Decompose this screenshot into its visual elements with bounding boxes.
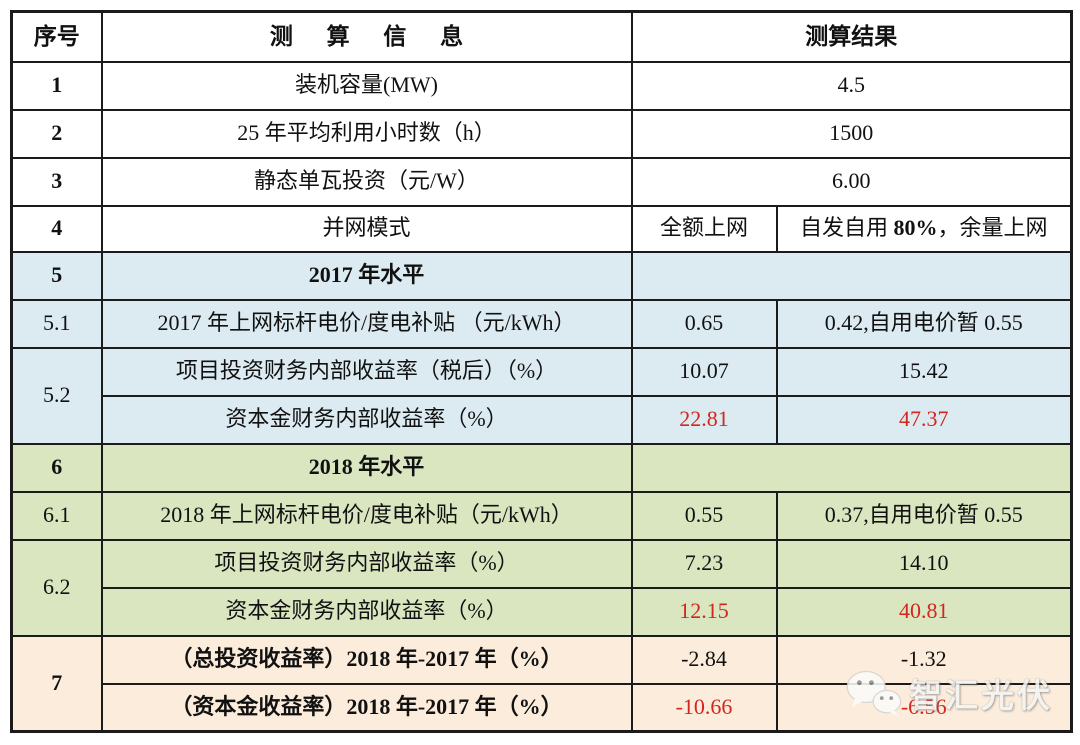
row-5-2a-result-selfuse: 15.42	[775, 346, 1073, 397]
row-6-2b-result-selfuse: 40.81	[775, 586, 1073, 637]
row-5-serial: 5	[10, 250, 103, 301]
calculation-table: 序号 测 算 信 息 测算结果 1 装机容量(MW) 4.5 2 25 年平均利…	[10, 10, 1073, 733]
table-row-5-2b: 资本金财务内部收益率（%） 22.81 47.37	[12, 394, 1073, 445]
row-3-result: 6.00	[630, 156, 1073, 207]
row-7b-result-selfuse: -6.56	[775, 682, 1073, 733]
row-5-1-label: 2017 年上网标杆电价/度电补贴 （元/kWh）	[100, 298, 633, 349]
row-1-result: 4.5	[630, 60, 1073, 111]
row-3-serial: 3	[10, 156, 103, 207]
row-4-serial: 4	[10, 204, 103, 253]
row-6-2a-result-fullgrid: 7.23	[630, 538, 778, 589]
row-5-2b-result-fullgrid: 22.81	[630, 394, 778, 445]
table-header-row: 序号 测 算 信 息 测算结果	[10, 10, 1073, 63]
row-6-2b-result-fullgrid: 12.15	[630, 586, 778, 637]
header-result: 测算结果	[630, 10, 1073, 63]
table-row-7a: 7 （总投资收益率）2018 年-2017 年（%） -2.84 -1.32	[10, 634, 1073, 733]
table-row-6-group-header: 6 2018 年水平	[10, 442, 1073, 493]
row-2-result: 1500	[630, 108, 1073, 159]
row-7a-label: （总投资收益率）2018 年-2017 年（%）	[100, 634, 633, 685]
row-6-label: 2018 年水平	[100, 442, 633, 493]
row-5-1-result-fullgrid: 0.65	[630, 298, 778, 349]
row-5-2b-label: 资本金财务内部收益率（%）	[100, 394, 633, 445]
row-6-2b-label: 资本金财务内部收益率（%）	[100, 586, 633, 637]
table-row-6-2b: 资本金财务内部收益率（%） 12.15 40.81	[12, 586, 1073, 637]
table-row-3: 3 静态单瓦投资（元/W） 6.00	[10, 156, 1073, 207]
row-4-selfuse-suffix: ，余量上网	[937, 215, 1048, 241]
row-6-result-empty	[630, 442, 1073, 493]
row-4-label: 并网模式	[100, 204, 633, 253]
row-4-selfuse-percent: 80%	[893, 215, 938, 241]
row-7b-label: （资本金收益率）2018 年-2017 年（%）	[100, 682, 633, 733]
row-6-2a-label: 项目投资财务内部收益率（%）	[100, 538, 633, 589]
row-3-label: 静态单瓦投资（元/W）	[100, 156, 633, 207]
table-row-5-2a: 5.2 项目投资财务内部收益率（税后）（%） 10.07 15.42	[10, 346, 1073, 445]
header-info: 测 算 信 息	[100, 10, 633, 63]
row-6-1-serial: 6.1	[10, 490, 103, 541]
table-row-2: 2 25 年平均利用小时数（h） 1500	[10, 108, 1073, 159]
table-row-6-1: 6.1 2018 年上网标杆电价/度电补贴（元/kWh） 0.55 0.37,自…	[10, 490, 1073, 541]
row-5-result-empty	[630, 250, 1073, 301]
row-4-result-fullgrid: 全额上网	[630, 204, 778, 253]
table-row-1: 1 装机容量(MW) 4.5	[10, 60, 1073, 111]
row-4-result-selfuse: 自发自用 80%，余量上网	[775, 204, 1073, 253]
row-5-2-serial: 5.2	[10, 346, 103, 445]
row-5-1-result-selfuse: 0.42,自用电价暂 0.55	[775, 298, 1073, 349]
row-7-serial: 7	[10, 634, 103, 733]
table-row-4: 4 并网模式 全额上网 自发自用 80%，余量上网	[10, 204, 1073, 253]
row-1-label: 装机容量(MW)	[100, 60, 633, 111]
table-row-5-group-header: 5 2017 年水平	[10, 250, 1073, 301]
row-6-2a-result-selfuse: 14.10	[775, 538, 1073, 589]
row-7a-result-fullgrid: -2.84	[630, 634, 778, 685]
row-4-selfuse-prefix: 自发自用	[799, 215, 894, 241]
row-6-serial: 6	[10, 442, 103, 493]
table-row-7b: （资本金收益率）2018 年-2017 年（%） -10.66 -6.56	[12, 682, 1073, 733]
row-5-label: 2017 年水平	[100, 250, 633, 301]
row-6-1-result-fullgrid: 0.55	[630, 490, 778, 541]
row-5-1-serial: 5.1	[10, 298, 103, 349]
row-2-serial: 2	[10, 108, 103, 159]
table-row-6-2a: 6.2 项目投资财务内部收益率（%） 7.23 14.10	[10, 538, 1073, 637]
row-6-1-result-selfuse: 0.37,自用电价暂 0.55	[775, 490, 1073, 541]
row-2-label: 25 年平均利用小时数（h）	[100, 108, 633, 159]
row-5-2b-result-selfuse: 47.37	[775, 394, 1073, 445]
header-serial: 序号	[10, 10, 103, 63]
row-7a-result-selfuse: -1.32	[775, 634, 1073, 685]
row-6-2-serial: 6.2	[10, 538, 103, 637]
row-6-1-label: 2018 年上网标杆电价/度电补贴（元/kWh）	[100, 490, 633, 541]
table-row-5-1: 5.1 2017 年上网标杆电价/度电补贴 （元/kWh） 0.65 0.42,…	[10, 298, 1073, 349]
row-5-2a-result-fullgrid: 10.07	[630, 346, 778, 397]
row-1-serial: 1	[10, 60, 103, 111]
row-7b-result-fullgrid: -10.66	[630, 682, 778, 733]
row-5-2a-label: 项目投资财务内部收益率（税后）（%）	[100, 346, 633, 397]
